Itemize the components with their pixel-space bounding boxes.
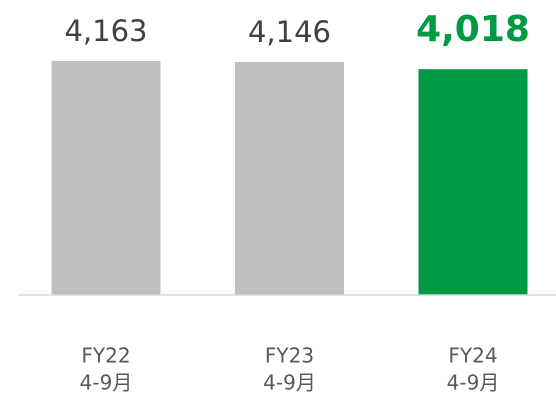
value-label: 4,018	[416, 9, 530, 50]
x-tick-label: FY22	[81, 344, 130, 368]
bar	[418, 69, 528, 295]
x-tick-label: 4-9月	[263, 371, 316, 395]
bar	[51, 61, 161, 295]
x-tick-label: 4-9月	[447, 371, 500, 395]
value-label: 4,163	[64, 14, 147, 48]
x-tick-label: 4-9月	[80, 371, 133, 395]
bar	[235, 61, 344, 296]
value-label: 4,146	[248, 15, 331, 49]
x-tick-label: FY23	[265, 344, 314, 368]
x-tick-label: FY24	[448, 344, 497, 368]
